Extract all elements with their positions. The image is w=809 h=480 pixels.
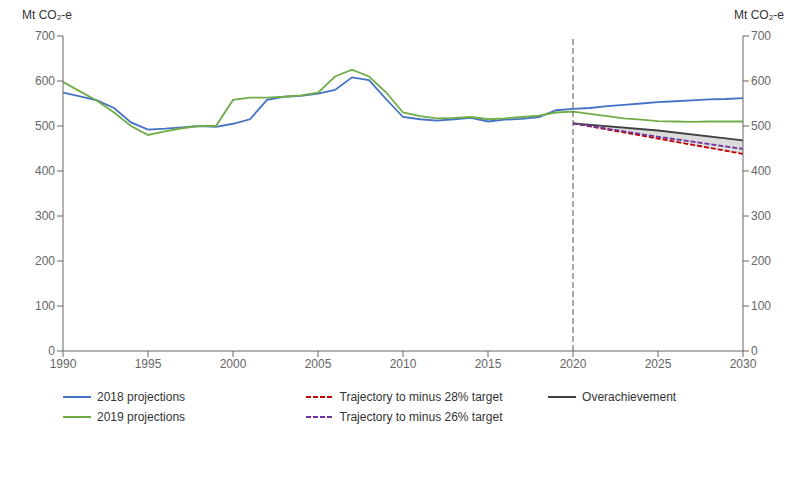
- svg-text:0: 0: [751, 344, 758, 358]
- svg-text:400: 400: [751, 164, 771, 178]
- svg-text:100: 100: [35, 299, 55, 313]
- svg-text:2030: 2030: [730, 357, 757, 371]
- svg-text:100: 100: [751, 299, 771, 313]
- svg-text:1990: 1990: [50, 357, 77, 371]
- svg-text:2010: 2010: [390, 357, 417, 371]
- svg-text:300: 300: [35, 209, 55, 223]
- html-text:2019 projections: 2019 projections: [97, 410, 186, 424]
- svg-text:2025: 2025: [645, 357, 672, 371]
- html-text:Overachievement: Overachievement: [582, 390, 677, 404]
- svg-text:2015: 2015: [475, 357, 502, 371]
- svg-text:2000: 2000: [220, 357, 247, 371]
- html-text:Mt CO₂-e: Mt CO₂-e: [734, 8, 784, 22]
- html-text:Trajectory to minus 26% target: Trajectory to minus 26% target: [339, 410, 503, 424]
- svg-text:500: 500: [751, 119, 771, 133]
- html-text:Mt CO₂-e: Mt CO₂-e: [22, 8, 72, 22]
- svg-text:400: 400: [35, 164, 55, 178]
- html-text:2018 projections: 2018 projections: [97, 390, 186, 404]
- svg-text:500: 500: [35, 119, 55, 133]
- svg-text:1995: 1995: [135, 357, 162, 371]
- svg-text:300: 300: [751, 209, 771, 223]
- svg-text:600: 600: [35, 74, 55, 88]
- svg-text:600: 600: [751, 74, 771, 88]
- svg-text:2020: 2020: [560, 357, 587, 371]
- svg-text:0: 0: [48, 344, 55, 358]
- svg-text:200: 200: [751, 254, 771, 268]
- html-text:Trajectory to minus 28% target: Trajectory to minus 28% target: [339, 390, 503, 404]
- svg-text:700: 700: [35, 29, 55, 43]
- svg-text:700: 700: [751, 29, 771, 43]
- svg-text:200: 200: [35, 254, 55, 268]
- svg-text:2005: 2005: [305, 357, 332, 371]
